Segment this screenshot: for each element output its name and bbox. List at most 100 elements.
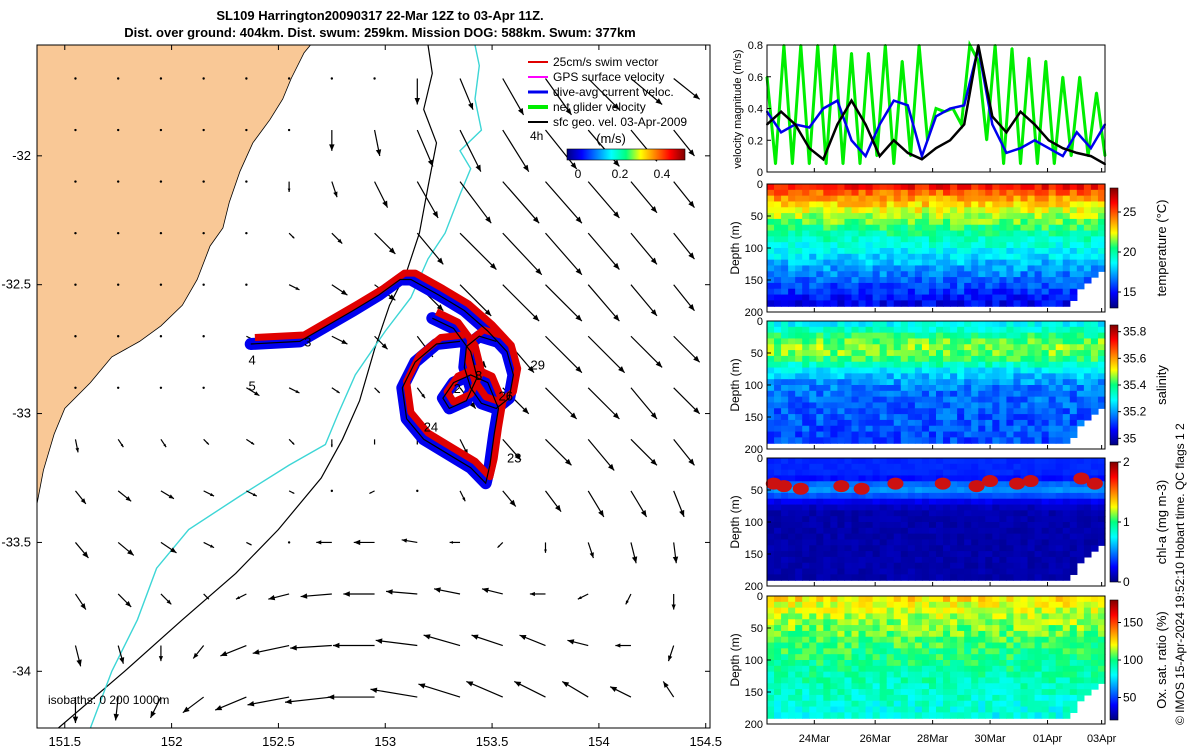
heatmap-cell [1062,379,1071,386]
heatmap-cell [1006,373,1015,380]
heatmap-cell [921,390,930,398]
heatmap-cell [823,390,831,398]
heatmap-cell [900,385,909,392]
heatmap-cell [809,184,817,191]
heatmap-cell [809,712,817,719]
heatmap-cell [823,469,831,477]
heatmap-cell [964,504,972,511]
heatmap-cell [1034,463,1043,471]
heatmap-cell [865,694,874,702]
current-vector [587,542,594,559]
heatmap-cell [844,498,853,506]
heatmap-cell [886,487,895,494]
heatmap-cell [816,654,824,661]
heatmap-cell [802,700,810,708]
heatmap-cell [767,694,775,702]
heatmap-cell [795,414,803,421]
current-vector [459,78,474,110]
day-label: 5 [249,378,256,393]
heatmap-cell [795,218,803,226]
heatmap-cell [893,195,902,203]
heatmap-cell [809,619,817,626]
heatmap-cell [1020,321,1029,328]
salinity-ylabel: Depth (m) [728,358,742,411]
heatmap-cell [788,326,796,334]
heatmap-cell [781,379,789,386]
current-vector [288,232,295,239]
heatmap-cell [886,636,895,644]
heatmap-cell [1062,706,1071,713]
heatmap-cell [837,431,846,438]
heatmap-cell [767,527,775,535]
heatmap-cell [858,396,867,404]
heatmap-cell [1097,265,1106,272]
current-vector [330,489,334,493]
heatmap-cell [851,282,860,290]
heatmap-cell [943,201,951,208]
heatmap-cell [809,259,817,267]
heatmap-cell [788,510,796,517]
heatmap-cell [907,321,916,328]
heatmap-cell [802,492,810,500]
heatmap-cell [802,431,810,438]
current-vector [587,335,626,374]
heatmap-cell [1076,253,1085,261]
heatmap-cell [978,516,986,523]
heatmap-cell [865,539,874,546]
heatmap-cell [1041,373,1050,380]
heatmap-cell [802,574,810,581]
heatmap-cell [999,683,1008,690]
heatmap-cell [900,265,909,272]
heatmap-cell [957,568,965,575]
salinity-y-tick-label: 50 [751,348,763,360]
velocity-series [765,39,1107,166]
heatmap-cell [900,189,909,197]
heatmap-cell [865,344,874,351]
heatmap-cell [1041,671,1050,679]
heatmap-cell [830,607,839,615]
heatmap-cell [928,487,937,494]
heatmap-cell [1048,510,1057,517]
heatmap-cell [788,344,796,351]
heatmap-cell [893,321,902,328]
heatmap-cell [914,425,923,433]
heatmap-cell [964,213,972,220]
heatmap-cell [886,332,895,340]
heatmap-cell [886,613,895,620]
heatmap-cell [774,402,782,409]
heatmap-cell [957,321,965,328]
heatmap-cell [964,282,972,290]
heatmap-cell [1090,498,1099,506]
heatmap-cell [928,568,937,575]
heatmap-cell [1076,683,1085,690]
heatmap-cell [795,539,803,546]
heatmap-cell [1097,385,1106,392]
heatmap-cell [914,601,923,609]
velocity-panel: 00.20.40.60.8 velocity magnitude (m/s) [732,39,1107,179]
heatmap-cell [1013,414,1022,421]
heatmap-cell [1041,463,1050,471]
heatmap-cell [893,683,902,690]
heatmap-cell [851,361,860,369]
heatmap-cell [844,683,853,690]
heatmap-cell [1006,619,1015,626]
heatmap-cell [823,218,831,226]
heatmap-cell [971,277,979,284]
heatmap-cell [1062,619,1071,626]
heatmap-cell [844,277,853,284]
current-vector [374,387,381,394]
heatmap-cell [1062,326,1071,334]
heatmap-cell [1076,498,1085,506]
heatmap-cell [802,607,810,615]
heatmap-cell [1062,607,1071,615]
heatmap-cell [1055,419,1064,427]
heatmap-cell [802,350,810,357]
heatmap-cell [943,677,951,684]
heatmap-cell [921,361,930,369]
heatmap-cell [837,277,846,284]
heatmap-cell [1034,568,1043,575]
heatmap-cell [774,431,782,438]
heatmap-cell [1090,379,1099,386]
heatmap-cell [921,373,930,380]
heatmap-cell [999,630,1008,638]
